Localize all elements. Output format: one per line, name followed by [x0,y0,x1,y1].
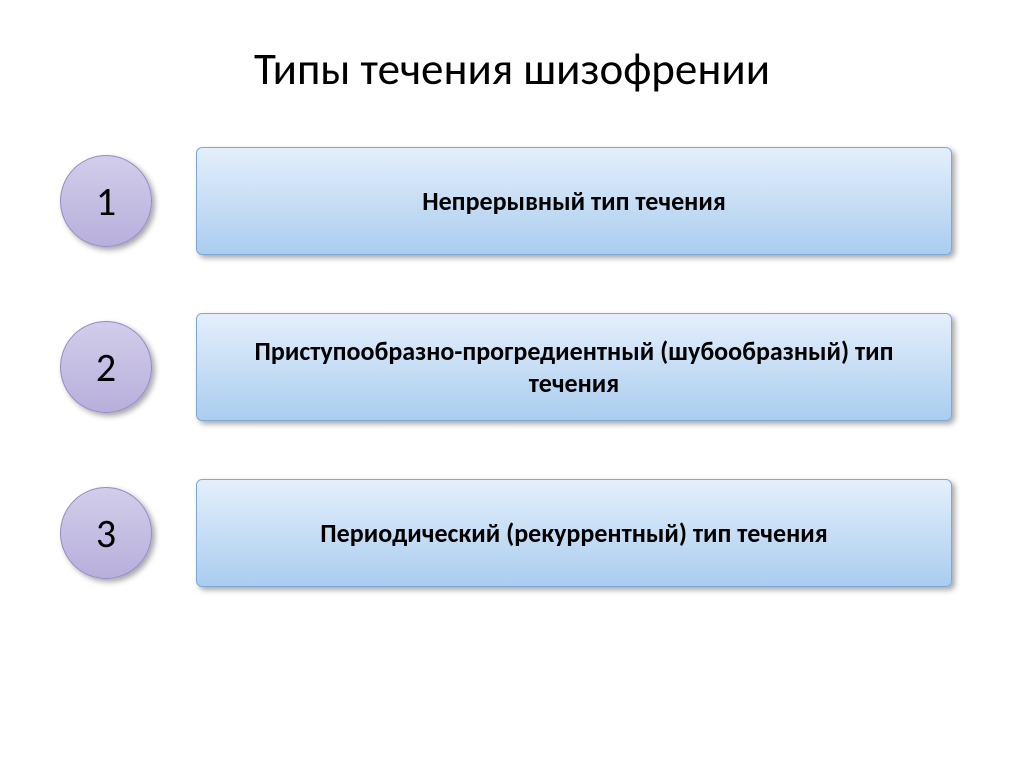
list-item: 3 Периодический (рекуррентный) тип течен… [60,479,952,587]
list-item: 1 Непрерывный тип течения [60,147,952,255]
content-box: Непрерывный тип течения [196,147,952,255]
content-box: Периодический (рекуррентный) тип течения [196,479,952,587]
slide-title: Типы течения шизофрении [0,42,1024,97]
rows-container: 1 Непрерывный тип течения 2 Приступообра… [0,147,1024,587]
number-circle: 3 [60,487,152,579]
number-circle: 1 [60,155,152,247]
number-circle: 2 [60,321,152,413]
list-item: 2 Приступообразно-прогредиентный (шубооб… [60,313,952,421]
slide: Типы течения шизофрении 1 Непрерывный ти… [0,0,1024,767]
content-box: Приступообразно-прогредиентный (шубообра… [196,313,952,421]
